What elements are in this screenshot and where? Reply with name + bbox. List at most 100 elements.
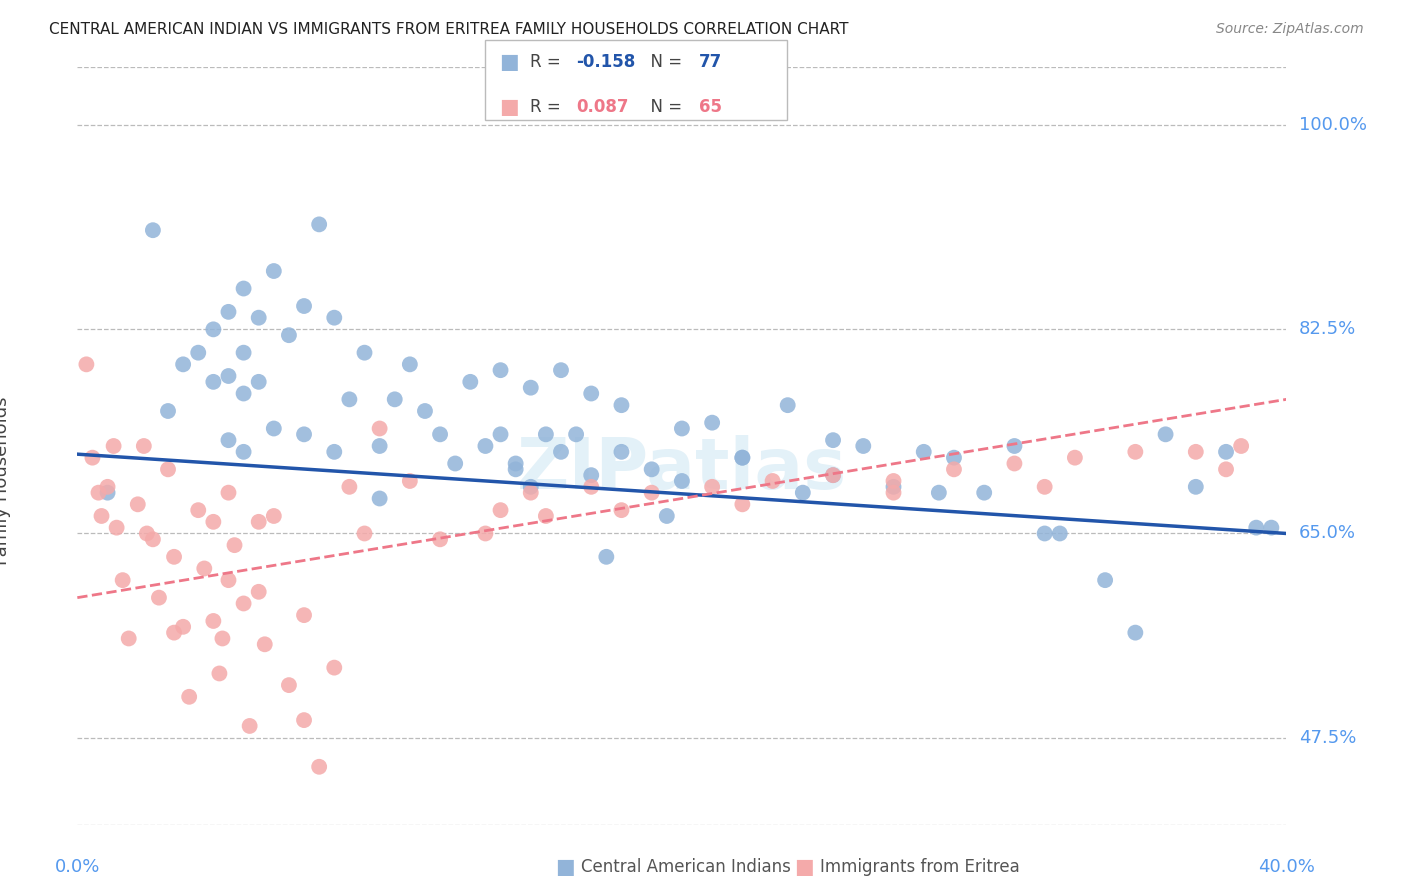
Point: [792, 485, 814, 500]
Text: N =: N =: [640, 98, 688, 116]
Point: [489, 503, 512, 517]
Point: [883, 480, 905, 494]
Point: [218, 433, 240, 447]
Point: [263, 421, 285, 435]
Point: [702, 480, 724, 494]
Point: [232, 386, 254, 401]
Point: [821, 433, 844, 447]
Point: [308, 218, 330, 232]
Point: [111, 573, 134, 587]
Point: [399, 474, 422, 488]
Point: [671, 474, 693, 488]
Point: [429, 533, 451, 547]
Text: 0.087: 0.087: [576, 98, 628, 116]
Point: [565, 427, 588, 442]
Point: [1154, 427, 1177, 442]
Point: [292, 299, 315, 313]
Point: [339, 480, 360, 494]
Text: Central American Indians: Central American Indians: [581, 858, 790, 876]
Point: [912, 445, 935, 459]
Point: [702, 416, 724, 430]
Point: [520, 485, 543, 500]
Point: [474, 439, 496, 453]
Point: [142, 533, 165, 547]
Point: [1125, 625, 1147, 640]
Point: [218, 305, 240, 319]
Point: [353, 345, 375, 359]
Point: [323, 310, 346, 325]
Point: [232, 345, 254, 359]
Text: Source: ZipAtlas.com: Source: ZipAtlas.com: [1216, 22, 1364, 37]
Point: [581, 386, 603, 401]
Point: [1215, 445, 1237, 459]
Point: [821, 468, 844, 483]
Text: 40.0%: 40.0%: [1258, 858, 1315, 876]
Point: [292, 713, 315, 727]
Point: [943, 462, 966, 476]
Point: [105, 521, 128, 535]
Point: [731, 450, 754, 465]
Point: [187, 503, 209, 517]
Point: [610, 398, 633, 412]
Point: [202, 375, 225, 389]
Point: [232, 597, 254, 611]
Text: 47.5%: 47.5%: [1299, 729, 1355, 747]
Point: [489, 363, 512, 377]
Point: [232, 281, 254, 295]
Point: [610, 503, 633, 517]
Point: [202, 515, 225, 529]
Point: [163, 625, 186, 640]
Point: [96, 485, 118, 500]
Point: [581, 468, 603, 483]
Point: [928, 485, 950, 500]
Text: Family Households: Family Households: [0, 397, 11, 566]
Text: R =: R =: [530, 54, 567, 71]
Point: [534, 427, 557, 442]
Point: [163, 549, 186, 564]
Point: [82, 450, 104, 465]
Point: [132, 439, 155, 453]
Point: [224, 538, 246, 552]
Point: [157, 462, 180, 476]
Text: N =: N =: [640, 54, 688, 71]
Point: [505, 462, 527, 476]
Point: [520, 480, 543, 494]
Point: [520, 381, 543, 395]
Point: [671, 421, 693, 435]
Point: [429, 427, 451, 442]
Point: [1185, 445, 1208, 459]
Point: [90, 508, 112, 523]
Point: [1185, 480, 1208, 494]
Point: [278, 678, 301, 692]
Point: [610, 445, 633, 459]
Point: [1094, 573, 1116, 587]
Point: [399, 357, 422, 371]
Point: [1004, 439, 1026, 453]
Text: 77: 77: [699, 54, 723, 71]
Point: [762, 474, 785, 488]
Point: [534, 508, 557, 523]
Text: 82.5%: 82.5%: [1299, 320, 1355, 338]
Point: [821, 468, 844, 483]
Point: [253, 637, 276, 651]
Point: [193, 561, 215, 575]
Point: [353, 526, 375, 541]
Point: [292, 608, 315, 623]
Point: [943, 450, 966, 465]
Point: [148, 591, 170, 605]
Text: 100.0%: 100.0%: [1299, 116, 1367, 134]
Point: [368, 439, 391, 453]
Point: [103, 439, 125, 453]
Point: [776, 398, 799, 412]
Point: [550, 445, 572, 459]
Point: [202, 322, 225, 336]
Point: [142, 223, 165, 237]
Text: -0.158: -0.158: [576, 54, 636, 71]
Point: [731, 497, 754, 511]
Point: [218, 573, 240, 587]
Text: 65: 65: [699, 98, 721, 116]
Text: ■: ■: [499, 97, 519, 117]
Point: [278, 328, 301, 343]
Point: [505, 457, 527, 471]
Text: 65.0%: 65.0%: [1299, 524, 1355, 542]
